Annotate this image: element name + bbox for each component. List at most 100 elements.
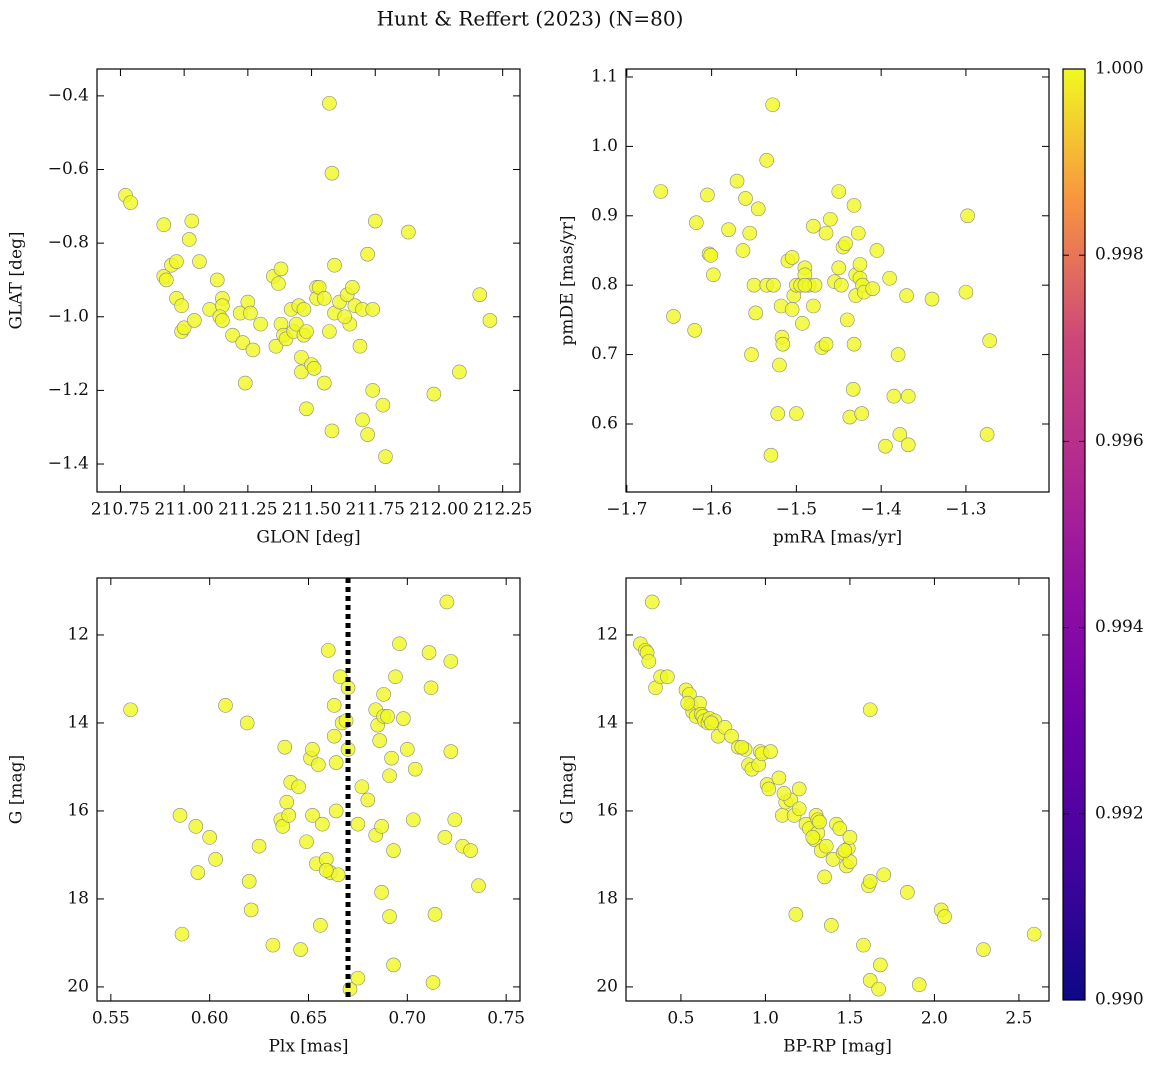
point — [831, 184, 847, 199]
point — [890, 347, 906, 362]
point — [235, 335, 251, 350]
colorbar-tick-label: 0.998 — [1095, 245, 1144, 265]
point — [976, 942, 991, 957]
point — [376, 687, 391, 702]
point — [327, 257, 342, 273]
y-tick-label: −1.2 — [48, 380, 89, 400]
point — [326, 728, 342, 744]
point — [805, 830, 821, 845]
point — [789, 406, 804, 421]
point — [846, 336, 862, 352]
point — [299, 834, 314, 850]
point — [190, 865, 206, 880]
point — [360, 427, 375, 442]
point — [326, 698, 342, 713]
point — [724, 728, 739, 744]
point — [763, 447, 779, 463]
point — [822, 211, 838, 227]
point — [375, 397, 391, 413]
point — [641, 654, 657, 669]
figure-title: Hunt & Reffert (2023) (N=80) — [377, 7, 684, 31]
point — [856, 937, 871, 953]
point — [845, 381, 861, 397]
point — [878, 438, 893, 454]
x-tick-label: 211.75 — [346, 500, 405, 520]
point — [208, 852, 223, 867]
point — [900, 388, 916, 404]
point — [834, 277, 849, 293]
point — [824, 918, 839, 933]
point — [842, 830, 858, 845]
y-tick-label: −0.6 — [48, 159, 89, 179]
point — [982, 333, 997, 349]
point — [355, 412, 370, 428]
point — [169, 254, 184, 269]
point — [937, 909, 952, 924]
point — [899, 288, 914, 303]
x-tick-label: −1.5 — [776, 500, 817, 520]
point — [472, 287, 488, 302]
point — [253, 316, 268, 332]
point — [854, 406, 869, 421]
point — [759, 152, 775, 168]
point — [666, 309, 681, 324]
point — [838, 236, 853, 251]
point — [311, 757, 326, 773]
point — [770, 406, 786, 421]
point — [876, 867, 892, 883]
point — [388, 669, 403, 685]
point — [958, 284, 974, 300]
point — [443, 744, 459, 759]
y-tick-label: 1.1 — [591, 66, 618, 86]
point — [306, 361, 322, 376]
point — [176, 320, 192, 336]
point — [788, 907, 804, 922]
x-tick-label: 211.25 — [218, 500, 277, 520]
point — [328, 803, 344, 819]
point — [324, 423, 340, 439]
point — [123, 702, 138, 718]
point — [245, 342, 261, 358]
x-tick-label: 212.25 — [473, 500, 532, 520]
point — [421, 645, 437, 660]
point — [452, 364, 467, 380]
x-tick-label: 2.0 — [921, 1009, 948, 1029]
point — [123, 195, 138, 210]
x-tick-label: −1.3 — [945, 500, 986, 520]
point — [305, 742, 320, 757]
point — [156, 217, 172, 233]
y-axis-label: G [mag] — [7, 755, 27, 824]
point — [345, 280, 360, 295]
point — [350, 970, 366, 986]
point — [174, 298, 189, 314]
point — [159, 272, 174, 288]
point — [892, 427, 908, 442]
x-axis-label: pmRA [mas/yr] — [773, 528, 902, 548]
point — [761, 781, 777, 797]
point — [392, 636, 407, 652]
point — [871, 981, 886, 997]
point — [352, 338, 368, 354]
point — [704, 715, 719, 731]
y-tick-label: 14 — [596, 712, 618, 732]
point — [806, 218, 821, 234]
point — [776, 786, 792, 801]
point — [873, 957, 888, 973]
point — [882, 270, 897, 286]
point — [174, 926, 190, 942]
point — [305, 808, 320, 823]
point — [689, 215, 704, 231]
point — [680, 695, 695, 711]
point — [817, 869, 832, 885]
plot-frame — [96, 68, 521, 493]
point — [293, 942, 308, 957]
point — [322, 324, 337, 339]
x-tick-label: 0.55 — [92, 1009, 130, 1029]
point — [365, 383, 381, 398]
point — [318, 863, 334, 878]
point — [839, 312, 855, 328]
point — [354, 779, 370, 795]
point — [706, 267, 721, 283]
x-tick-label: 212.00 — [409, 500, 468, 520]
point — [703, 248, 719, 263]
